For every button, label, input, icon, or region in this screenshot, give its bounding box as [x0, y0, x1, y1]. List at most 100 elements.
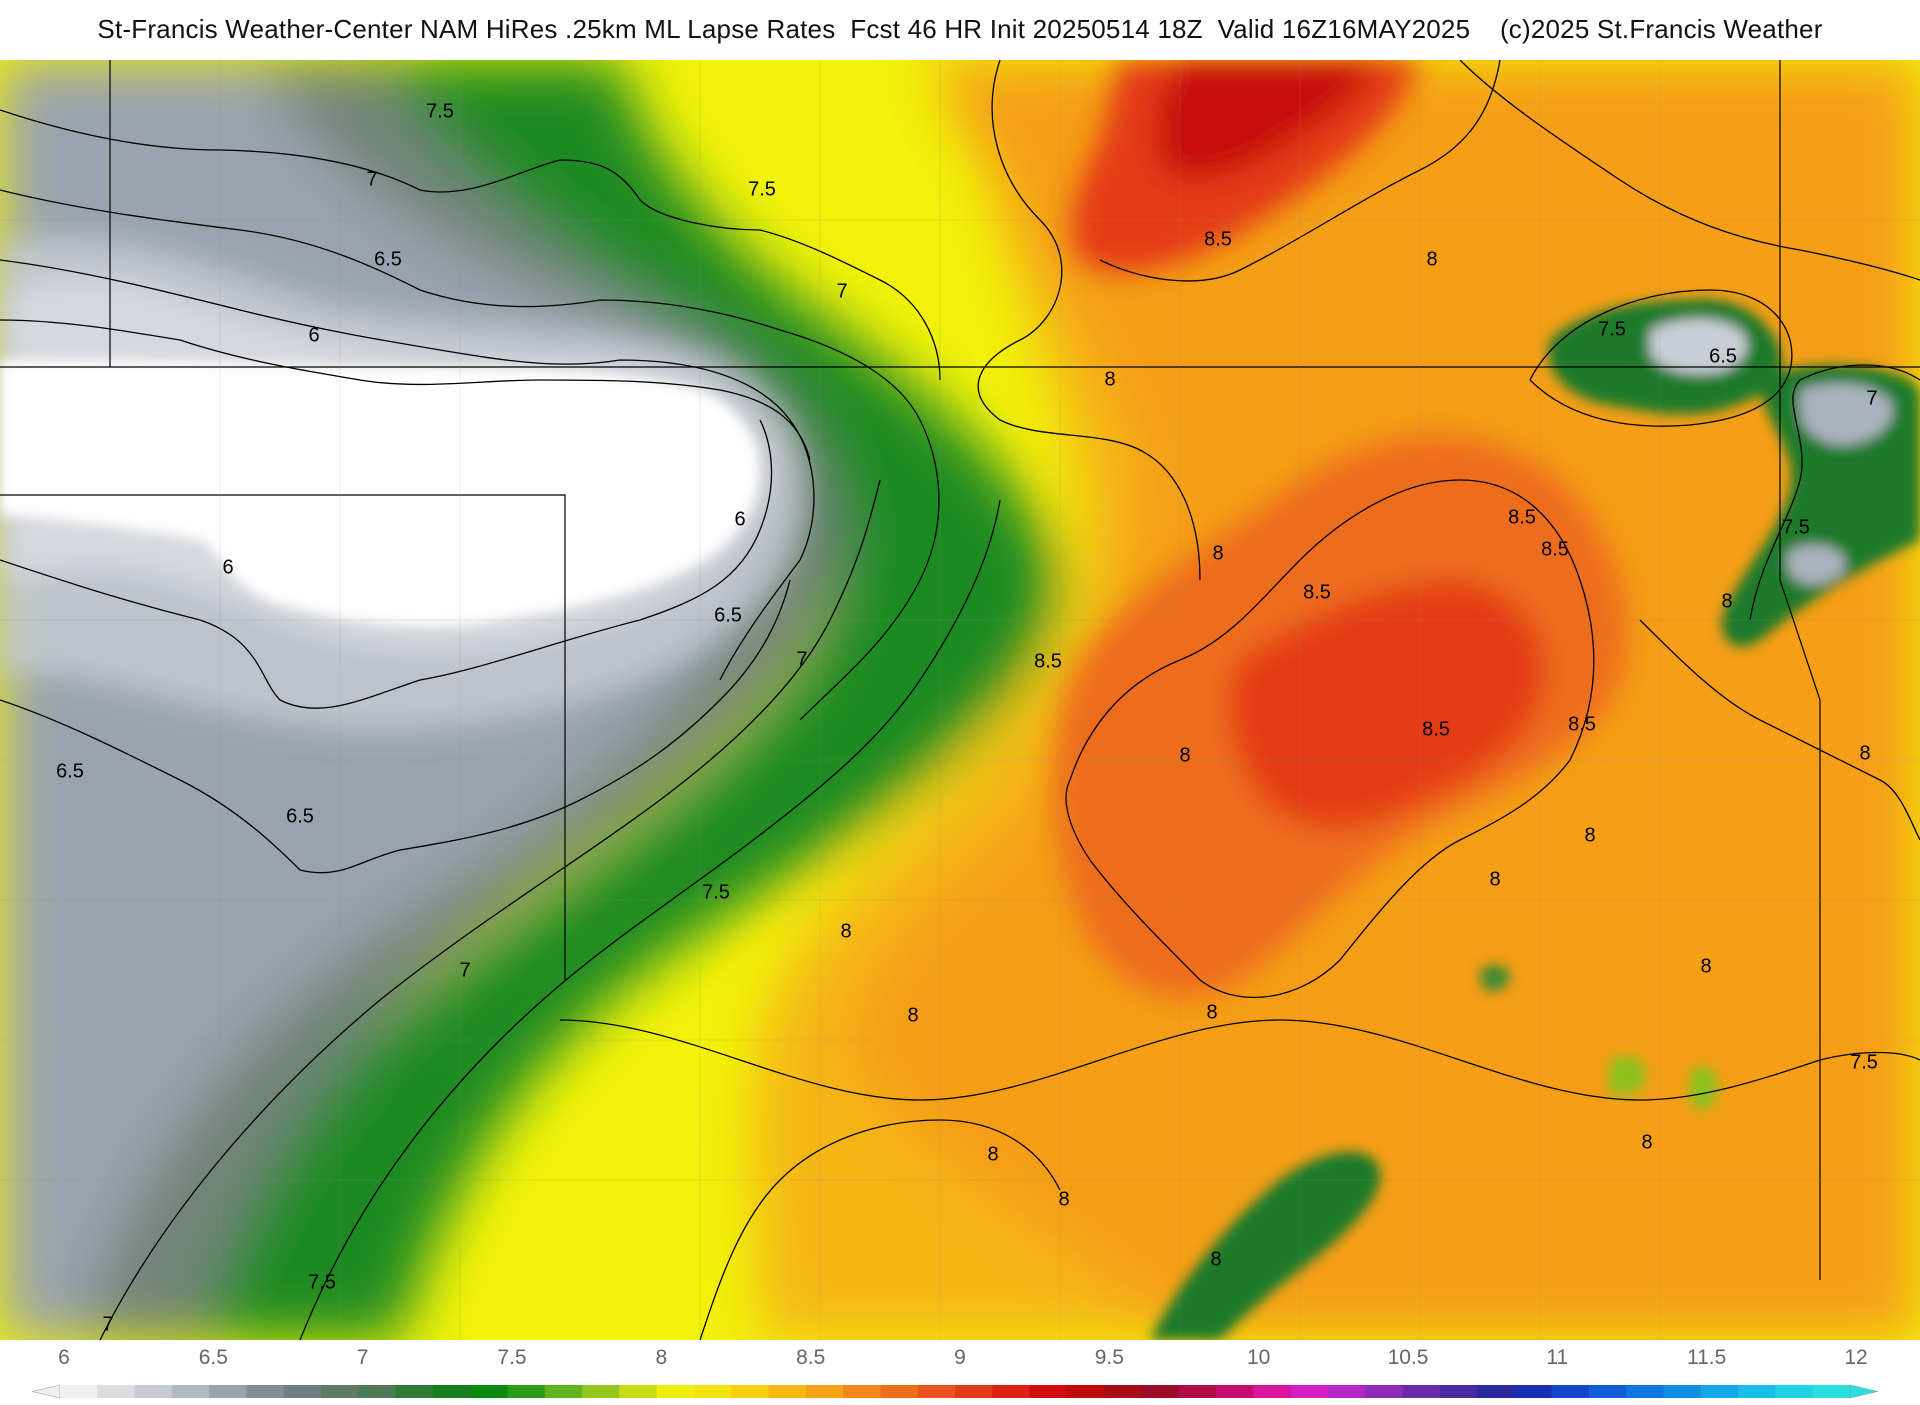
legend-swatch — [358, 1385, 397, 1398]
legend-swatch — [1104, 1385, 1142, 1398]
legend-swatch — [1738, 1385, 1776, 1398]
hot-spots — [1053, 60, 1628, 998]
contour-8-southwest — [699, 1119, 1061, 1340]
legend-swatch — [1663, 1385, 1702, 1398]
legend-swatch — [1551, 1385, 1590, 1398]
white-core-inner — [0, 360, 760, 627]
legend-swatch — [656, 1385, 695, 1398]
se-green-spot-3 — [1690, 1066, 1719, 1110]
ne-gray-core — [1650, 318, 1748, 375]
legend-swatch — [432, 1385, 471, 1398]
contour-label: 8 — [1721, 590, 1732, 612]
legend-swatch — [1365, 1385, 1403, 1398]
contour-label: 7.5 — [1598, 318, 1626, 340]
legend-swatch — [1700, 1385, 1739, 1398]
legend-swatch — [60, 1385, 98, 1398]
contour-6-core — [0, 419, 773, 709]
se-green-spot-2 — [1608, 1056, 1646, 1096]
legend-swatch — [1290, 1385, 1329, 1398]
legend-swatch — [1514, 1385, 1553, 1398]
contour-label: 6 — [308, 324, 319, 346]
contour-6-north — [0, 319, 811, 461]
legend-swatch — [843, 1385, 881, 1398]
contour-label: 7.5 — [702, 881, 730, 903]
contour-label: 8.5 — [1303, 581, 1331, 603]
color-scale-legend: 6 6.5 7 7.5 8 8.5 9 9.5 10 10.5 11 11.5 12 — [0, 1340, 1920, 1400]
legend-swatch — [992, 1385, 1031, 1398]
green-band — [160, 60, 1060, 1340]
legend-arrow-left — [31, 1384, 61, 1399]
legend-tick-label: 8 — [655, 1346, 667, 1369]
contour-7-e-ring — [1749, 364, 1920, 621]
legend-swatch — [619, 1385, 658, 1398]
legend-tick-label: 12 — [1844, 1346, 1867, 1369]
legend-swatch — [1253, 1385, 1292, 1398]
contour-label: 7 — [836, 280, 847, 302]
legend-swatch — [171, 1385, 210, 1398]
contour-label: 7 — [366, 168, 377, 190]
contour-label: 8 — [1104, 368, 1115, 390]
legend-arrow-right — [1849, 1384, 1879, 1399]
contour-label: 6.5 — [714, 604, 742, 626]
legend-tick-label: 11.5 — [1687, 1346, 1726, 1369]
contour-label: 8 — [1489, 868, 1500, 890]
contour-label: 8.5 — [1204, 228, 1232, 250]
lapse-rate-map: 7.5 7 6.5 6 7.5 7 6 6.5 6 6.5 6.5 7 7.5 7 7.5 7 8 8.5 8 8 8 8… — [0, 60, 1920, 1340]
e-gray-core-1 — [1800, 383, 1893, 446]
legend-swatch — [1402, 1385, 1441, 1398]
contour-label: 8 — [1859, 742, 1870, 764]
contour-6-5-southwest — [0, 579, 791, 874]
dark-red-north — [1156, 60, 1380, 179]
contour-8-central — [977, 60, 1201, 581]
contour-label: 7 — [102, 1313, 113, 1335]
legend-swatch — [1626, 1385, 1665, 1398]
legend-tick-label: 6.5 — [199, 1346, 228, 1369]
legend-swatch — [246, 1385, 285, 1398]
contour-8-south — [559, 1019, 1920, 1101]
contour-label: 7.5 — [748, 178, 776, 200]
legend-swatch — [1141, 1385, 1180, 1398]
legend-swatch — [1029, 1385, 1068, 1398]
contour-label: 6.5 — [374, 248, 402, 270]
legend-tick-label: 9.5 — [1095, 1346, 1124, 1369]
legend-swatch — [1477, 1385, 1515, 1398]
legend-tick-label: 8.5 — [796, 1346, 825, 1369]
legend-swatch — [544, 1385, 583, 1398]
contour-7-5-north — [0, 109, 941, 381]
contour-label: 6.5 — [56, 760, 84, 782]
legend-tick-label: 7 — [357, 1346, 369, 1369]
legend-tick-label: 11 — [1546, 1346, 1568, 1369]
legend-swatch — [1439, 1385, 1478, 1398]
county-lines — [0, 60, 1920, 1340]
contour-7-5-ne-ring — [1529, 289, 1793, 427]
contour-label: 8 — [987, 1143, 998, 1165]
legend-swatch — [768, 1385, 807, 1398]
legend-swatch — [1327, 1385, 1366, 1398]
legend-swatch — [805, 1385, 844, 1398]
contour-label: 8 — [1700, 955, 1711, 977]
contour-7-5-southwest — [299, 499, 1001, 1340]
contour-label: 8 — [1641, 1131, 1652, 1153]
legend-tick-label: 10 — [1247, 1346, 1270, 1369]
legend-tick-label: 7.5 — [497, 1346, 526, 1369]
legend-swatch — [693, 1385, 732, 1398]
legend-swatch — [582, 1385, 620, 1398]
contour-label: 7.5 — [1782, 516, 1810, 538]
contour-label: 8 — [907, 1004, 918, 1026]
legend-swatch — [507, 1385, 546, 1398]
legend-tick-label: 9 — [954, 1346, 966, 1369]
contour-8-northeast — [1459, 60, 1920, 281]
legend-color-bar — [31, 1384, 1879, 1399]
contour-labels: 7.5 7 6.5 6 7.5 7 6 6.5 6 6.5 6.5 7 7.5 7 7.5 7 8 8.5 8 8 8 8… — [56, 100, 1878, 1335]
contour-label: 8 — [1058, 1188, 1069, 1210]
contour-label: 8.5 — [1508, 506, 1536, 528]
legend-swatch — [955, 1385, 993, 1398]
contour-label: 8 — [1210, 1248, 1221, 1270]
map-title: St-Francis Weather-Center NAM HiRes .25k… — [97, 13, 1823, 44]
se-green-spot-1 — [1480, 964, 1510, 992]
legend-swatch — [1588, 1385, 1627, 1398]
contour-label: 7.5 — [308, 1271, 336, 1293]
legend-swatch — [917, 1385, 956, 1398]
contour-label: 7 — [459, 959, 470, 981]
legend-swatch — [880, 1385, 919, 1398]
